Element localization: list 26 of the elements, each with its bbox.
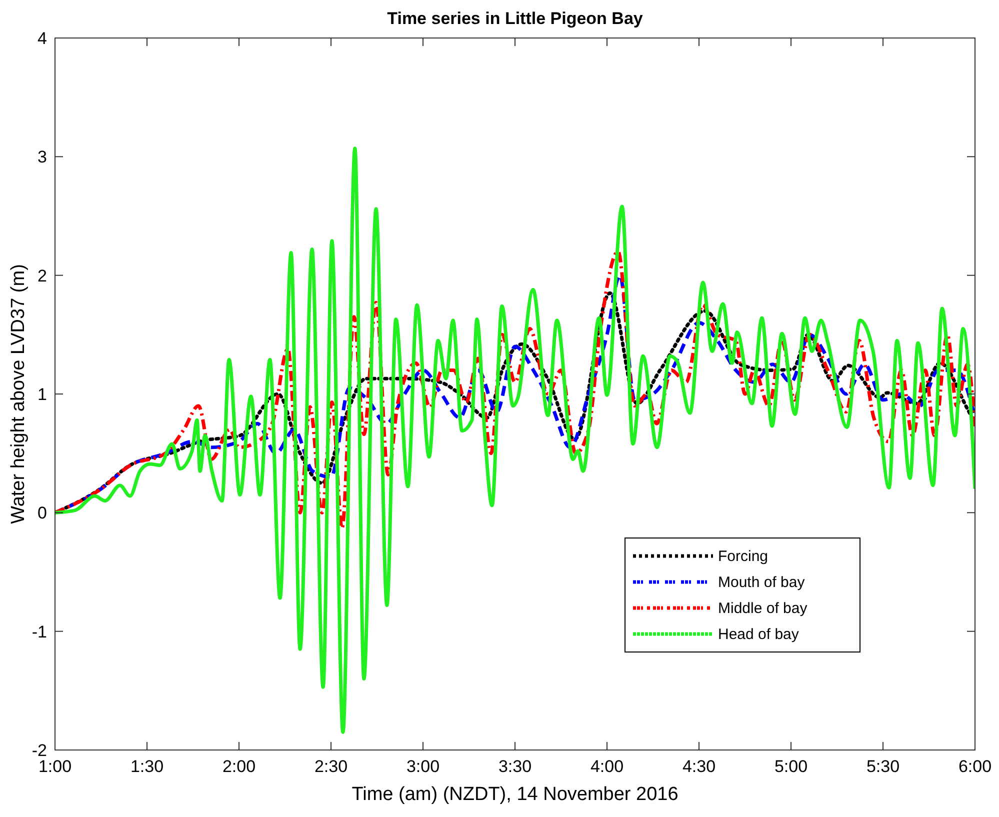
x-tick-label: 6:00 bbox=[958, 757, 992, 776]
x-tick-label: 2:30 bbox=[314, 757, 348, 776]
y-tick-label: -2 bbox=[32, 741, 47, 760]
x-tick-label: 4:30 bbox=[682, 757, 716, 776]
y-tick-label: 3 bbox=[38, 148, 47, 167]
x-tick-label: 5:30 bbox=[866, 757, 900, 776]
x-axis-title: Time (am) (NZDT), 14 November 2016 bbox=[352, 784, 678, 805]
x-tick-label: 5:00 bbox=[774, 757, 808, 776]
x-tick-label: 4:00 bbox=[590, 757, 624, 776]
y-tick-label: 2 bbox=[38, 266, 47, 286]
y-axis-title: Water height above LVD37 (m) bbox=[8, 264, 29, 524]
legend-label: Forcing bbox=[718, 548, 768, 565]
line-series bbox=[55, 146, 975, 734]
y-tick-label: 4 bbox=[38, 29, 47, 48]
x-tick-label: 3:30 bbox=[498, 757, 532, 776]
y-tick-label: 1 bbox=[38, 385, 47, 404]
chart-title: Time series in Little Pigeon Bay bbox=[387, 9, 644, 28]
x-tick-label: 1:30 bbox=[130, 757, 164, 776]
legend-label: Middle of bay bbox=[718, 600, 808, 617]
legend-label: Head of bay bbox=[718, 626, 800, 643]
x-tick-label: 2:00 bbox=[222, 757, 256, 776]
x-tick-label: 3:00 bbox=[406, 757, 440, 776]
y-tick-label: -1 bbox=[32, 622, 47, 642]
x-tick-label: 1:00 bbox=[38, 757, 72, 776]
legend-label: Mouth of bay bbox=[718, 574, 806, 591]
y-tick-label: 0 bbox=[38, 504, 47, 523]
